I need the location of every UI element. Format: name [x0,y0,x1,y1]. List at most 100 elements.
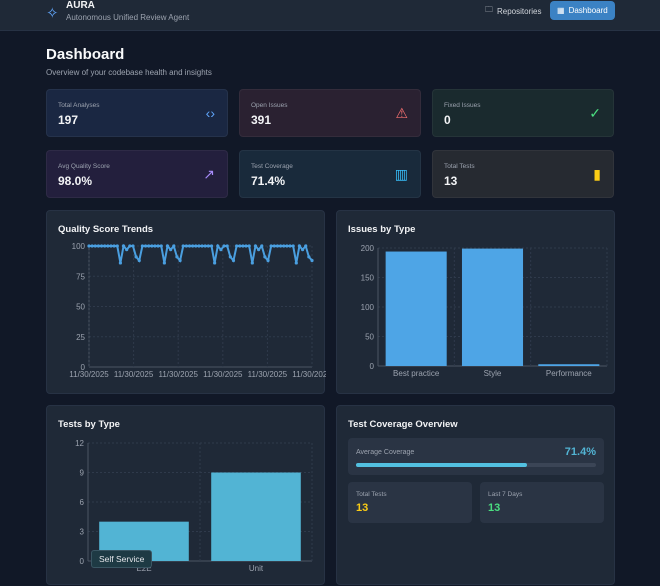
stat-label: Avg Quality Score [58,163,110,170]
x-tick-label: 11/30/2025 [203,370,243,379]
data-point [184,244,188,248]
data-point [134,255,138,259]
x-tick-label: 11/30/2025 [69,370,109,379]
data-point [103,244,107,248]
total-tests-value: 13 [356,502,369,514]
y-tick-label: 200 [361,244,375,253]
data-point [191,244,195,248]
data-point [231,258,236,263]
quality-trend-panel: Quality Score Trends 0 25 50 75 100 11/30/202… [46,210,326,394]
top-header: ✧ AURA Autonomous Unified Review Agent 🗀… [0,0,660,31]
data-point [128,244,132,248]
data-point [181,244,185,248]
data-point [143,244,148,248]
data-point [106,244,110,248]
last-7-days-value: 13 [488,502,501,514]
data-point [307,255,311,259]
nav-label: Dashboard [568,6,608,15]
y-tick-label: 0 [80,557,85,566]
data-point [235,244,239,248]
data-point [238,244,242,248]
y-tick-label: 3 [80,528,85,537]
data-point [153,244,157,248]
folder-icon: 🗀 [485,5,493,14]
data-point [300,248,305,252]
data-point [278,244,283,248]
panel-title: Test Coverage Overview [348,419,458,430]
stat-value: 391 [251,113,272,127]
data-point [203,244,207,248]
page-title: Dashboard [46,46,125,63]
y-tick-label: 0 [81,363,86,372]
test-tube-icon: ▮ [593,166,601,182]
data-point [137,258,141,263]
tests-type-panel: Tests by Type 0 3 6 9 12 E2E Unit Self Service [46,405,325,585]
tests-type-chart: 0 3 6 9 12 E2E Unit [75,439,313,573]
grid-icon: ▦ [557,6,565,15]
data-point [244,244,248,248]
stat-value: 71.4% [251,174,286,188]
data-point [140,244,144,248]
data-point [197,244,201,248]
panel-title: Quality Score Trends [58,224,154,235]
nav-repositories[interactable]: 🗀 Repositories [478,2,548,20]
data-point [225,244,229,248]
x-tick-label: Unit [249,564,264,573]
data-point [159,244,163,248]
stat-label: Total Analyses [58,102,100,109]
trending-up-icon: ↗ [203,166,215,182]
data-point [219,248,223,252]
data-point [216,244,220,248]
data-point [109,244,113,248]
bar-chart-icon: ▥ [394,166,408,182]
quality-trend-chart: 0 25 50 75 100 11/30/2025 11/30/2025 11/30/2025… [69,242,326,379]
last-7-days-label: Last 7 Days [488,491,523,498]
data-point [121,244,126,248]
stat-value: 197 [58,113,79,127]
data-point [112,244,116,248]
y-tick-label: 6 [80,498,85,507]
data-point [222,244,226,248]
data-point [253,244,258,248]
issues-type-panel: Issues by Type 0 50 100 150 200 Best practice… [336,210,615,394]
data-point [285,244,289,248]
data-point [147,244,151,248]
stat-card: Total Analyses 197 ‹› [46,89,228,137]
data-point [269,244,273,248]
data-point [294,261,298,265]
data-point [247,244,251,248]
data-point [150,244,154,248]
data-point [272,244,276,248]
data-point [260,244,264,248]
data-point [304,244,308,248]
x-tick-label: 11/30/2025 [158,370,198,379]
bar [211,472,301,561]
panel-title: Tests by Type [58,419,120,430]
x-tick-label: 11/30/2025 [248,370,288,379]
x-tick-label: Performance [546,369,592,378]
total-tests-box: Total Tests 13 [348,482,472,523]
data-point [125,248,129,252]
data-point [228,255,232,259]
nav-dashboard[interactable]: ▦ Dashboard [550,1,615,20]
data-point [115,244,119,248]
y-tick-label: 75 [76,272,85,281]
app-title: AURA [66,0,95,11]
data-point [200,244,204,248]
data-point [241,244,245,248]
stat-card: Avg Quality Score 98.0% ↗ [46,150,228,198]
data-point [266,258,270,263]
data-point [297,244,302,248]
stat-card: Total Tests 13 ▮ [432,150,614,198]
last-7-days-box: Last 7 Days 13 [480,482,604,523]
y-tick-label: 50 [365,333,374,342]
stat-value: 98.0% [58,174,93,188]
issues-type-chart: 0 50 100 150 200 Best practice Style Performanc… [361,244,608,378]
avg-coverage-value: 71.4% [564,446,596,458]
quality-line [89,243,313,264]
data-point [172,244,176,248]
y-tick-label: 25 [76,333,85,342]
stat-value: 13 [444,174,458,188]
tooltip: Self Service [91,550,153,568]
stat-card: Test Coverage 71.4% ▥ [239,150,421,198]
